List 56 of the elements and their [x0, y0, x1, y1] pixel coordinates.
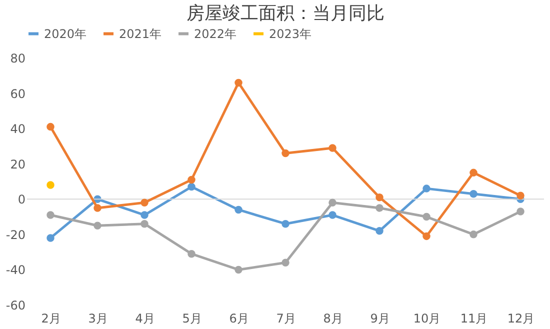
- y-tick-label: -40: [6, 263, 26, 278]
- point: [470, 230, 478, 238]
- point: [188, 176, 196, 184]
- point: [328, 211, 336, 219]
- point: [234, 266, 242, 274]
- y-tick-label: 0: [18, 192, 26, 207]
- y-tick-label: 20: [10, 157, 26, 172]
- x-tick-label: 5月: [182, 312, 202, 326]
- point: [328, 144, 336, 152]
- point: [94, 222, 102, 230]
- x-tick-label: 10月: [413, 312, 441, 326]
- legend-label: 2022年: [194, 26, 237, 41]
- point: [140, 211, 148, 219]
- point: [422, 232, 430, 240]
- point: [234, 206, 242, 214]
- point: [422, 184, 430, 192]
- point: [516, 208, 524, 216]
- y-tick-label: 80: [10, 52, 26, 66]
- point: [46, 122, 54, 131]
- x-tick-label: 6月: [229, 312, 249, 326]
- y-tick-label: -20: [6, 228, 26, 242]
- x-tick-label: 4月: [135, 312, 155, 326]
- legend-label: 2020年: [44, 26, 87, 41]
- point: [470, 168, 478, 177]
- x-tick-label: 7月: [276, 312, 296, 326]
- x-tick-label: 9月: [370, 312, 390, 326]
- point: [140, 220, 148, 228]
- x-tick-label: 8月: [323, 312, 343, 326]
- point: [376, 194, 384, 202]
- y-tick-label: 60: [10, 86, 26, 101]
- point: [328, 198, 336, 207]
- y-tick-label: 40: [10, 122, 26, 136]
- point: [376, 204, 384, 212]
- chart-title: 房屋竣工面积：当月同比: [186, 3, 384, 24]
- point: [282, 258, 290, 267]
- x-tick-label: 2月: [41, 312, 61, 326]
- point: [282, 149, 290, 158]
- point: [516, 192, 524, 200]
- point: [470, 190, 478, 198]
- x-tick-label: 3月: [88, 312, 108, 326]
- y-tick-label: -60: [6, 298, 26, 312]
- point: [94, 204, 102, 212]
- point: [46, 234, 54, 242]
- point: [188, 182, 196, 191]
- point: [188, 250, 196, 258]
- point: [422, 212, 430, 221]
- point: [282, 220, 290, 228]
- point: [376, 227, 384, 235]
- point: [140, 198, 148, 207]
- point: [234, 78, 242, 87]
- x-tick-label: 11月: [460, 312, 488, 326]
- legend-label: 2021年: [119, 26, 162, 41]
- point: [46, 181, 54, 189]
- legend-label: 2023年: [269, 26, 312, 41]
- x-tick-label: 12月: [507, 312, 535, 326]
- point: [46, 211, 54, 219]
